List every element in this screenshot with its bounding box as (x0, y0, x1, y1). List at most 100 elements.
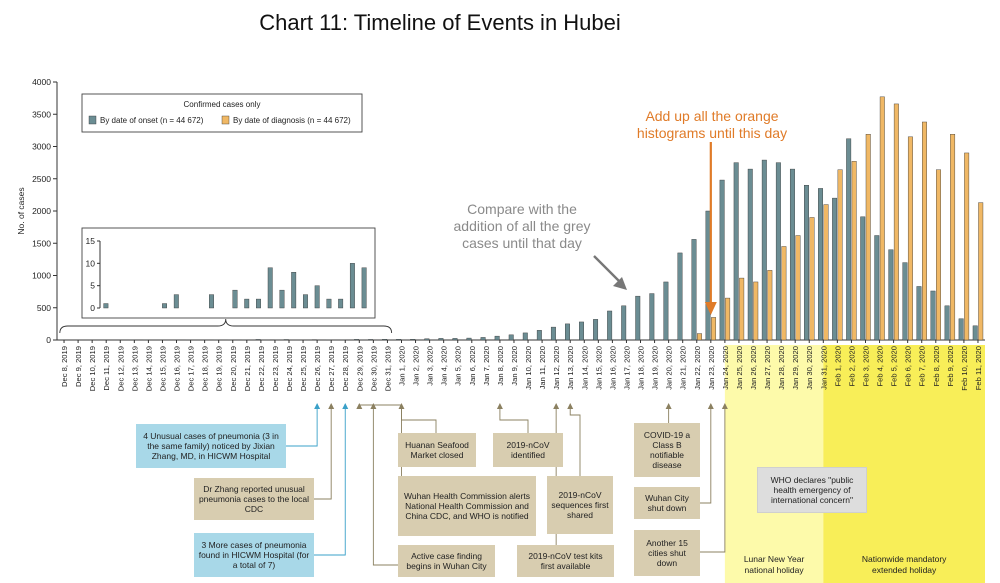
bar-onset (396, 339, 402, 341)
annotation-grey-arrowhead (613, 277, 627, 290)
connector-unusual-cases-head (314, 403, 321, 409)
bar-onset (424, 338, 430, 341)
event-box-report-cdc: Dr Zhang reported unusual pneumonia case… (194, 478, 314, 520)
inset-y-tick-label: 0 (90, 303, 95, 313)
bar-onset (508, 334, 514, 341)
bar-onset (621, 305, 627, 341)
bar-onset (494, 335, 500, 341)
x-tick-label: Jan 6, 2020 (468, 346, 477, 386)
nationwide-holiday-band (823, 345, 985, 583)
x-tick-label: Dec 29, 2019 (355, 346, 364, 391)
event-box-test-kits: 2019-nCoV test kits first available (517, 545, 614, 577)
bar-diagnosis (922, 121, 927, 341)
lunar-holiday-label: Lunar New Year (744, 554, 805, 564)
bar-diagnosis (936, 169, 941, 341)
x-tick-label: Jan 18, 2020 (637, 346, 646, 390)
bar-onset (522, 332, 528, 341)
connector-class-b-head (665, 403, 672, 409)
bar-onset (691, 239, 697, 341)
y-tick-label: 1500 (32, 238, 51, 248)
bar-onset (649, 293, 655, 341)
x-tick-label: Jan 24, 2020 (721, 346, 730, 390)
x-tick-label: Dec 19, 2019 (215, 346, 224, 391)
bar-diagnosis (781, 246, 787, 341)
connector-cities-shutdown (700, 404, 726, 553)
x-tick-label: Jan 20, 2020 (665, 346, 674, 390)
x-tick-label: Jan 19, 2020 (651, 346, 660, 390)
x-tick-label: Dec 23, 2019 (271, 346, 280, 391)
inset-bar-onset (256, 298, 261, 309)
x-tick-label: Dec 20, 2019 (229, 346, 238, 391)
x-tick-label: Jan 2, 2020 (412, 346, 421, 386)
connector-more-cases-head (342, 403, 349, 409)
bar-onset (916, 286, 922, 341)
x-tick-label: Jan 31, 2020 (819, 346, 828, 390)
bar-onset (255, 339, 261, 341)
x-tick-label: Jan 30, 2020 (805, 346, 814, 390)
bar-onset (888, 249, 894, 341)
connector-market-closed (401, 404, 437, 433)
x-tick-label: Feb 2, 2020 (847, 346, 856, 387)
x-tick-label: Dec 8, 2019 (60, 346, 69, 387)
lunar-holiday-band (724, 345, 824, 583)
bar-diagnosis (711, 317, 717, 341)
bar-onset (283, 339, 289, 341)
inset-bar-onset (291, 272, 297, 309)
bar-diagnosis (837, 169, 843, 341)
bar-onset (860, 216, 866, 341)
x-tick-label: Dec 30, 2019 (369, 346, 378, 391)
inset-bar-onset (338, 298, 344, 309)
bar-onset (579, 321, 584, 341)
event-box-active-finding: Active case finding begins in Wuhan City (398, 545, 495, 577)
bar-onset (663, 281, 669, 341)
y-tick-label: 2500 (32, 174, 51, 184)
x-tick-label: Dec 31, 2019 (383, 346, 392, 391)
bar-onset (452, 338, 458, 341)
bar-diagnosis (767, 270, 773, 341)
x-tick-label: Jan 17, 2020 (622, 346, 631, 390)
connector-sequences-shared (569, 404, 581, 476)
bar-onset (761, 159, 767, 341)
connector-more-cases (314, 404, 346, 556)
y-axis-label: No. of cases (16, 187, 26, 234)
bar-onset (536, 330, 542, 341)
x-tick-label: Jan 26, 2020 (749, 346, 758, 390)
x-tick-label: Dec 21, 2019 (243, 346, 252, 391)
inset-bar-onset (361, 267, 367, 309)
annotation-grey-text: addition of all the grey (454, 218, 591, 234)
x-tick-label: Jan 5, 2020 (454, 346, 463, 386)
x-tick-label: Jan 9, 2020 (510, 346, 519, 386)
event-box-sequences-shared: 2019-nCoV sequences first shared (547, 476, 613, 534)
inset-frame (81, 227, 376, 319)
inset-bar-onset (349, 263, 355, 309)
bar-onset (972, 325, 978, 341)
x-tick-label: Dec 26, 2019 (313, 346, 322, 391)
event-box-wuhan-shutdown: Wuhan City shut down (634, 487, 700, 519)
bar-onset (354, 339, 360, 341)
bar-onset (874, 235, 880, 341)
legend-header: Confirmed cases only (184, 100, 261, 109)
annotation-orange-text: Add up all the orange (645, 108, 778, 124)
connector-report-cdc-head (328, 403, 335, 409)
connector-ncov-identified-head (496, 403, 503, 409)
event-box-market-closed: Huanan Seafood Market closed (398, 433, 476, 467)
bar-onset (565, 323, 570, 341)
connector-unusual-cases (286, 404, 318, 447)
x-tick-label: Jan 10, 2020 (524, 346, 533, 390)
x-tick-label: Feb 3, 2020 (861, 346, 870, 387)
bar-onset (902, 262, 908, 341)
bar-onset (410, 339, 416, 341)
x-tick-label: Feb 5, 2020 (890, 346, 899, 387)
x-tick-label: Dec 27, 2019 (327, 346, 336, 391)
bar-onset (438, 338, 444, 341)
x-tick-label: Dec 24, 2019 (285, 346, 294, 391)
event-box-more-cases: 3 More cases of pneumonia found in HICWM… (194, 533, 314, 577)
x-tick-label: Dec 28, 2019 (341, 346, 350, 391)
bar-onset (593, 319, 599, 341)
bar-onset (382, 339, 388, 341)
x-tick-label: Dec 14, 2019 (144, 346, 153, 391)
x-tick-label: Jan 8, 2020 (496, 346, 505, 386)
connector-cities-shutdown-head (721, 403, 728, 409)
legend-box (81, 93, 363, 133)
x-tick-label: Jan 25, 2020 (735, 346, 744, 390)
